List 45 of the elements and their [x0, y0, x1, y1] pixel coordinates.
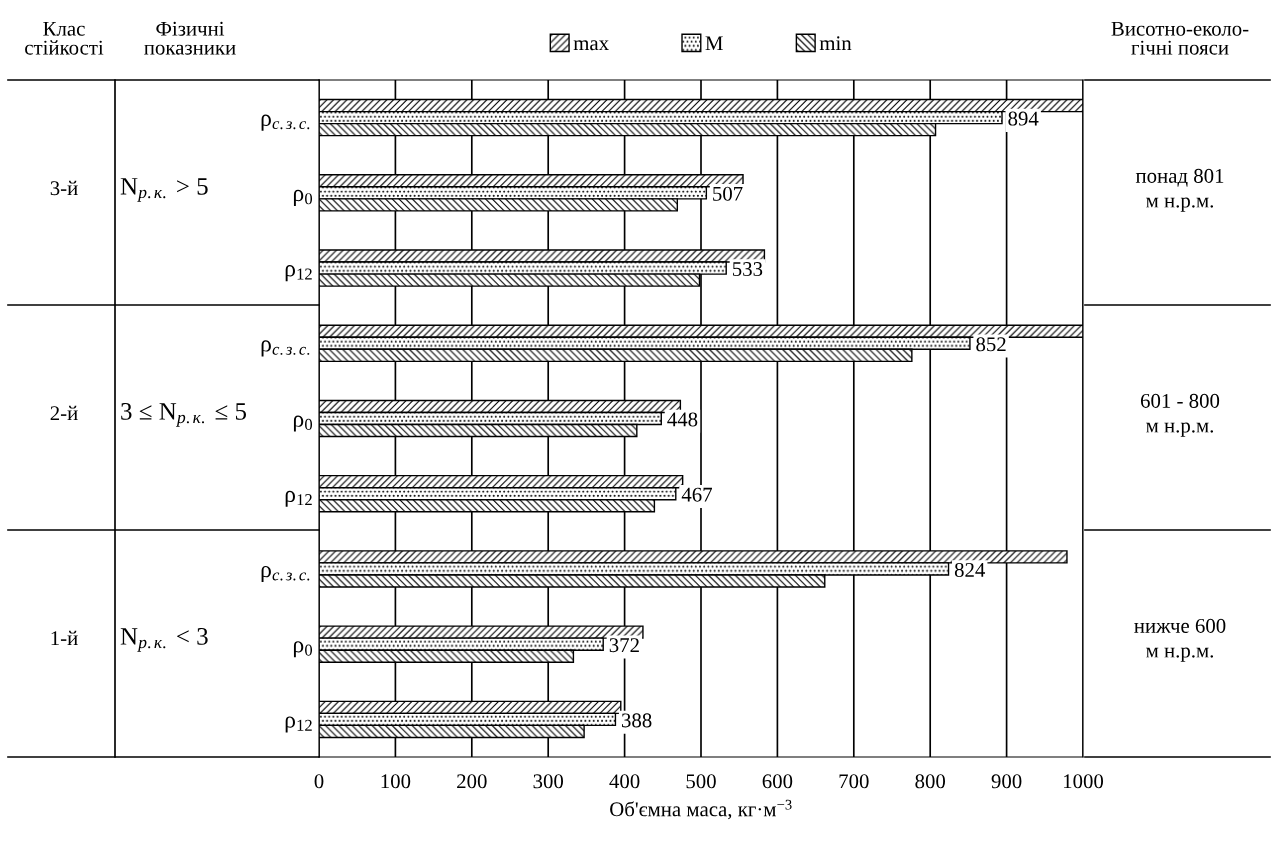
data-label: 852 — [976, 337, 1006, 352]
x-tick-label: 0 — [314, 774, 324, 789]
x-axis-title: Об'ємна маса, кг·м$^{−3}$ — [610, 799, 792, 820]
text: понад 801 м н.р.м. — [1135, 168, 1224, 212]
text: 3 ≤ N$_{р.к.}$ ≤ 5 — [121, 403, 247, 427]
y-tick-label: ρ$_{12}$ — [285, 265, 312, 282]
text: нижче 600 м н.р.м. — [1134, 618, 1226, 662]
text: Фізичні показники — [144, 21, 236, 55]
text: N$_{р.к.}$ < 3 — [120, 628, 208, 652]
data-label: 894 — [1008, 111, 1039, 126]
legend-label: min — [819, 36, 852, 51]
text: N$_{р.к.}$ > 5 — [120, 178, 208, 202]
text: 2-й — [50, 405, 78, 421]
text: Клас стійкості — [25, 21, 104, 55]
data-label: 824 — [954, 562, 986, 577]
y-tick-label: ρ$_{0}$ — [293, 189, 313, 206]
y-tick-label: ρ$_{с.з.с.}$ — [261, 114, 310, 131]
x-tick-label: 600 — [762, 774, 793, 789]
y-tick-label: ρ$_{с.з.с.}$ — [261, 340, 310, 357]
data-label: 507 — [713, 186, 743, 201]
x-tick-label: 400 — [609, 774, 640, 789]
y-tick-label: ρ$_{12}$ — [285, 490, 312, 507]
text: 601 - 800 м н.р.м. — [1140, 393, 1220, 437]
x-tick-label: 800 — [915, 774, 946, 789]
data-label: 448 — [667, 412, 698, 427]
x-tick-label: 500 — [686, 774, 716, 789]
text: Висотно-еколо- гічні пояси — [1111, 21, 1249, 55]
y-tick-label: ρ$_{0}$ — [293, 415, 313, 432]
data-label: 533 — [732, 262, 763, 277]
x-tick-label: 300 — [533, 774, 564, 789]
x-tick-label: 700 — [839, 774, 869, 789]
legend-label: max — [573, 40, 609, 51]
data-label: 372 — [609, 638, 639, 653]
y-tick-label: ρ$_{0}$ — [293, 641, 313, 658]
legend-label: M — [705, 36, 723, 51]
x-tick-label: 100 — [381, 774, 411, 789]
x-tick-label: 900 — [991, 774, 1022, 789]
x-tick-label: 1000 — [1064, 774, 1104, 789]
text: 3-й — [50, 180, 78, 196]
data-label: 388 — [621, 713, 652, 728]
y-tick-label: ρ$_{12}$ — [285, 716, 312, 733]
x-tick-label: 200 — [457, 774, 487, 789]
data-label: 467 — [681, 487, 712, 502]
text: 1-й — [51, 630, 78, 646]
y-tick-label: ρ$_{с.з.с.}$ — [261, 565, 310, 583]
